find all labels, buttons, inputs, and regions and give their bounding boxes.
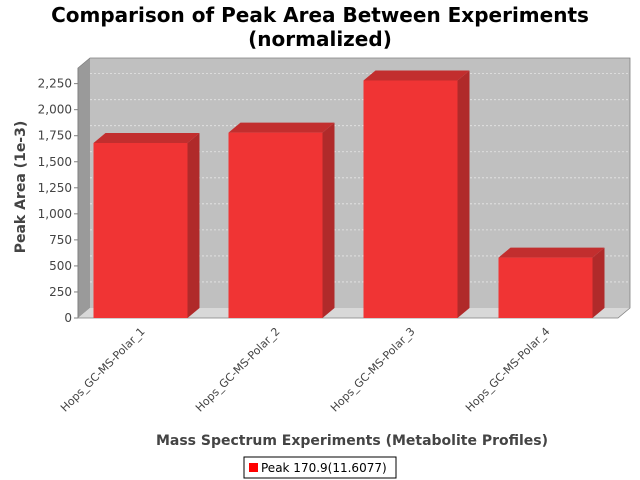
bar-top (498, 247, 605, 258)
y-tick-label: 1,750 (38, 129, 72, 143)
bars (93, 70, 605, 318)
bar-top (93, 133, 200, 143)
legend-label: Peak 170.9(11.6077) (261, 461, 387, 475)
y-tick-label: 750 (49, 233, 72, 247)
x-axis-label: Mass Spectrum Experiments (Metabolite Pr… (156, 433, 548, 449)
chart-title-line: Comparison of Peak Area Between Experime… (51, 3, 589, 27)
chart-title: Comparison of Peak Area Between Experime… (51, 3, 589, 51)
y-tick-label: 250 (49, 285, 72, 299)
chart-title-line: (normalized) (248, 27, 392, 51)
bar-side (187, 133, 200, 318)
y-tick-label: 1,250 (38, 181, 72, 195)
y-tick-label: 0 (64, 311, 72, 325)
bar-top (228, 122, 335, 133)
bar-top (363, 70, 470, 81)
legend-box (243, 456, 397, 479)
x-tick-label: Hops_GC-MS-Polar_4 (463, 325, 553, 415)
legend-swatch (249, 463, 258, 472)
bar-front (228, 132, 323, 318)
y-tick-label: 1,500 (38, 155, 72, 169)
y-tick-label: 2,000 (38, 103, 72, 117)
bar-front (363, 80, 458, 318)
y-axis: 0 250 500 750 1,000 1,250 1,500 1,750 2,000 2,250 (38, 68, 79, 325)
bar (93, 133, 200, 318)
plot-side-wall (78, 58, 90, 318)
bar-side (322, 122, 335, 318)
x-tick-label: Hops_GC-MS-Polar_3 (328, 325, 418, 415)
bar (363, 70, 470, 318)
bar-front (93, 143, 188, 318)
y-tick-label: 1,000 (38, 207, 72, 221)
legend: Peak 170.9(11.6077) (243, 456, 397, 479)
y-axis-label: Peak Area (1e-3) (13, 121, 29, 254)
x-tick-label: Hops_GC-MS-Polar_1 (58, 325, 148, 415)
bar (498, 247, 605, 318)
bar (228, 122, 335, 318)
bar-side (592, 247, 605, 318)
bar-side (457, 70, 470, 318)
x-tick-label: Hops_GC-MS-Polar_2 (193, 325, 283, 415)
y-tick-label: 500 (49, 259, 72, 273)
x-axis: Hops_GC-MS-Polar_1 Hops_GC-MS-Polar_2 Hops… (58, 325, 553, 415)
y-tick-label: 2,250 (38, 77, 72, 91)
plot-floor (78, 308, 630, 318)
bar-front (498, 257, 593, 318)
